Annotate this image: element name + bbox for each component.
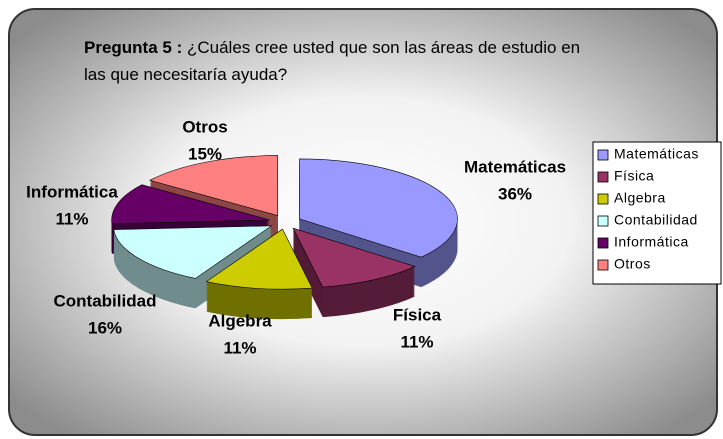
legend-swatch: [597, 237, 609, 249]
data-label-name: Otros: [182, 117, 227, 136]
pie-slice: [205, 228, 313, 320]
legend-label: Otros: [614, 256, 651, 272]
chart-subtitle: ¿Cuáles cree usted que son las áreas de …: [84, 38, 581, 84]
data-label-name: Matemáticas: [464, 157, 566, 176]
legend-swatch: [597, 171, 609, 183]
data-label-value: 11%: [55, 209, 88, 228]
pie-slice-top: [292, 227, 416, 288]
legend-label: Contabilidad: [614, 212, 698, 228]
legend-swatch: [597, 259, 609, 271]
legend-swatch: [597, 193, 609, 205]
data-label-value: 15%: [188, 144, 222, 163]
chart-title-block: Pregunta 5 : ¿Cuáles cree usted que son …: [84, 34, 584, 88]
data-label-name: Contabilidad: [54, 291, 157, 310]
pie-slice-top: [149, 155, 279, 216]
legend-box: [592, 141, 722, 285]
data-label-value: 36%: [498, 184, 532, 203]
pie-slice-top: [205, 228, 313, 290]
legend-swatch: [597, 149, 609, 161]
legend-label: Matemáticas: [614, 146, 699, 162]
legend-label: Física: [614, 168, 654, 184]
legend-label: Informática: [614, 234, 689, 250]
data-label-value: 16%: [88, 318, 122, 337]
data-label-name: Informática: [26, 182, 118, 201]
data-label-name: Algebra: [208, 311, 272, 330]
legend-swatch: [597, 215, 609, 227]
data-label-name: Física: [393, 305, 442, 324]
pie-slice-top: [299, 158, 458, 258]
pie-slice-top: [111, 184, 270, 225]
pie-slice: [299, 158, 458, 288]
data-label-value: 11%: [223, 338, 256, 357]
legend-label: Algebra: [614, 190, 666, 206]
data-label-value: 11%: [400, 332, 433, 351]
chart-title: Pregunta 5 :: [84, 38, 183, 57]
pie-slice: [292, 227, 416, 318]
pie-slice-top: [113, 225, 273, 279]
